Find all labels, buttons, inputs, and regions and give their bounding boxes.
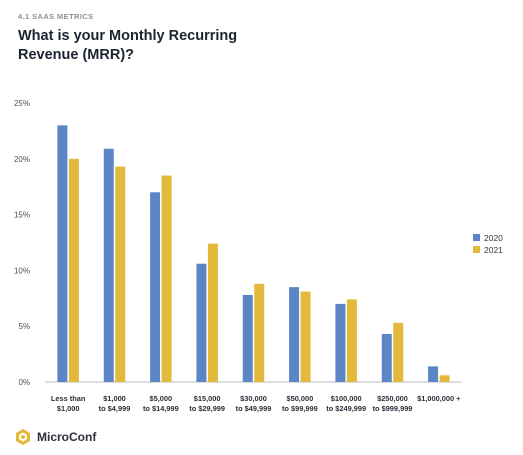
x-tick-label: $30,000 bbox=[240, 394, 267, 403]
y-tick-label: 5% bbox=[18, 322, 30, 331]
microconf-logo-icon bbox=[15, 428, 31, 446]
x-tick-label: $5,000 bbox=[150, 394, 173, 403]
legend-label-2020: 2020 bbox=[484, 233, 503, 243]
y-tick-label: 10% bbox=[14, 266, 30, 275]
bar-2020-5 bbox=[289, 287, 300, 382]
x-tick-label: to $29,999 bbox=[189, 404, 225, 413]
bar-2021-4 bbox=[254, 283, 265, 382]
x-tick-label: to $249,999 bbox=[326, 404, 366, 413]
bar-2020-7 bbox=[381, 334, 392, 382]
chart-title-line-2: Revenue (MRR)? bbox=[18, 47, 135, 63]
y-tick-label: 25% bbox=[14, 99, 30, 108]
section-label: 4.1 SAAS METRICS bbox=[18, 12, 94, 21]
bar-2021-8 bbox=[439, 375, 450, 382]
bar-2020-6 bbox=[335, 303, 346, 382]
legend-swatch-2021 bbox=[473, 246, 480, 253]
bar-2020-4 bbox=[242, 294, 253, 382]
brand-name: MicroConf bbox=[37, 430, 97, 444]
bar-2021-5 bbox=[300, 291, 311, 382]
legend-swatch-2020 bbox=[473, 234, 480, 241]
y-tick-label: 0% bbox=[18, 378, 30, 387]
x-tick-label: $1,000 bbox=[57, 404, 80, 413]
x-tick-label: $250,000 bbox=[377, 394, 408, 403]
x-tick-label: to $999,999 bbox=[373, 404, 413, 413]
bar-2021-2 bbox=[161, 175, 172, 382]
legend-label-2021: 2021 bbox=[484, 245, 503, 255]
bar-chart: 0%5%10%15%20%25%Less than$1,000$1,000to … bbox=[14, 99, 503, 413]
bar-2020-0 bbox=[57, 125, 68, 382]
x-tick-label: $100,000 bbox=[331, 394, 362, 403]
x-tick-label: Less than bbox=[51, 394, 86, 403]
bar-2020-2 bbox=[150, 192, 161, 382]
bar-2021-6 bbox=[346, 299, 357, 382]
y-tick-label: 15% bbox=[14, 211, 30, 220]
x-tick-label: to $99,999 bbox=[282, 404, 318, 413]
bar-2021-0 bbox=[68, 158, 79, 382]
bar-2020-8 bbox=[428, 366, 439, 382]
x-tick-label: $15,000 bbox=[194, 394, 221, 403]
microconf-logo: MicroConf bbox=[14, 428, 96, 446]
bar-2020-1 bbox=[103, 148, 114, 382]
x-tick-label: $1,000,000 + bbox=[417, 394, 461, 403]
x-tick-label: to $49,999 bbox=[236, 404, 272, 413]
x-tick-label: $50,000 bbox=[286, 394, 313, 403]
bar-2021-7 bbox=[393, 322, 404, 382]
x-tick-label: $1,000 bbox=[103, 394, 126, 403]
bar-2021-1 bbox=[115, 166, 126, 382]
y-tick-label: 20% bbox=[14, 155, 30, 164]
x-tick-label: to $14,999 bbox=[143, 404, 179, 413]
bar-2021-3 bbox=[207, 243, 218, 382]
bar-2020-3 bbox=[196, 263, 207, 382]
chart-title: What is your Monthly Recurring Revenue (… bbox=[18, 27, 248, 65]
x-tick-label: to $4,999 bbox=[99, 404, 131, 413]
chart-title-line-1: What is your Monthly Recurring bbox=[18, 28, 238, 44]
